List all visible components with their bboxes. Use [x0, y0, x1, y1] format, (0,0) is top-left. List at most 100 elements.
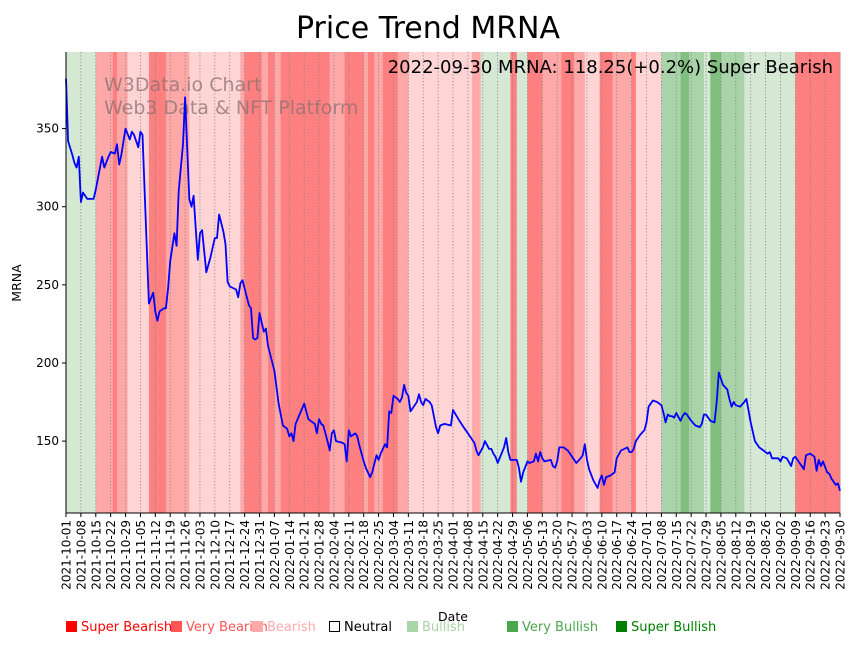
- x-tick-label: 2021-12-24: [238, 520, 252, 590]
- legend-label: Super Bearish: [81, 620, 173, 635]
- x-tick-label: 2022-02-18: [357, 520, 371, 590]
- x-tick-label: 2022-08-26: [759, 520, 773, 590]
- sentiment-band: [795, 52, 841, 513]
- legend-item-very-bearish: Very Bearish: [171, 620, 268, 635]
- x-tick-label: 2022-05-06: [521, 520, 535, 590]
- x-tick-label: 2022-01-07: [268, 520, 282, 590]
- y-tick-label: 150: [36, 434, 59, 448]
- sentiment-band: [344, 52, 365, 513]
- sentiment-band: [397, 52, 409, 513]
- sentiment-band: [516, 52, 528, 513]
- x-tick-label: 2022-07-08: [655, 520, 669, 590]
- x-tick-label: 2021-11-26: [179, 520, 193, 590]
- sentiment-band: [329, 52, 346, 513]
- sentiment-band: [117, 52, 129, 513]
- x-tick-label: 2022-06-24: [625, 520, 639, 590]
- chart-title: Price Trend MRNA: [296, 11, 561, 46]
- sentiment-band: [661, 52, 682, 513]
- chart-subtitle: 2022-09-30 MRNA: 118.25(+0.2%) Super Bea…: [388, 57, 833, 78]
- sentiment-band: [631, 52, 637, 513]
- legend-swatch: [329, 621, 340, 632]
- sentiment-band: [367, 52, 375, 513]
- x-tick-label: 2022-09-23: [819, 520, 833, 590]
- x-tick-label: 2022-04-29: [506, 520, 520, 590]
- x-tick-label: 2021-10-22: [104, 520, 118, 590]
- legend-swatch: [252, 621, 263, 632]
- sentiment-band: [127, 52, 150, 513]
- series-line-mrna: [65, 78, 841, 491]
- sentiment-band: [689, 52, 705, 513]
- x-tick-label: 2022-06-10: [595, 520, 609, 590]
- sentiment-band: [112, 52, 118, 513]
- legend-item-bearish: Bearish: [252, 620, 316, 635]
- x-tick-label: 2021-10-29: [119, 520, 133, 590]
- sentiment-band: [561, 52, 575, 513]
- sentiment-bands: [66, 52, 841, 513]
- sentiment-band: [612, 52, 633, 513]
- x-tick-label: 2022-07-01: [640, 520, 654, 590]
- y-tick-label: 350: [36, 122, 59, 136]
- x-tick-label: 2022-07-29: [700, 520, 714, 590]
- x-tick-label: 2021-11-12: [149, 520, 163, 590]
- y-tick-label: 300: [36, 200, 59, 214]
- x-tick-label: 2021-12-17: [223, 520, 237, 590]
- watermark-line-1: W3Data.io Chart: [104, 74, 261, 96]
- sentiment-band: [735, 52, 745, 513]
- x-tick-label: 2022-05-27: [566, 520, 580, 590]
- sentiment-band: [599, 52, 613, 513]
- x-tick-label: 2022-03-18: [417, 520, 431, 590]
- x-tick-label: 2022-02-11: [342, 520, 356, 590]
- sentiment-band: [280, 52, 331, 513]
- legend-swatch: [616, 621, 627, 632]
- x-tick-label: 2022-07-22: [685, 520, 699, 590]
- x-tick-label: 2022-03-04: [387, 520, 401, 590]
- legend-item-very-bullish: Very Bullish: [507, 620, 598, 635]
- legend-swatch: [66, 621, 77, 632]
- x-tick-label: 2022-09-30: [834, 520, 848, 590]
- sentiment-band: [244, 52, 263, 513]
- y-axis-ticks: 150 200 250 300 350: [36, 122, 66, 448]
- legend-item-neutral: Neutral: [329, 620, 392, 635]
- sentiment-band: [472, 52, 482, 513]
- x-tick-label: 2022-06-17: [610, 520, 624, 590]
- y-tick-label: 200: [36, 356, 59, 370]
- legend-item-super-bullish: Super Bullish: [616, 620, 716, 635]
- legend-label: Very Bearish: [186, 620, 268, 635]
- legend-label: Bearish: [267, 620, 316, 635]
- y-tick-label: 250: [36, 278, 59, 292]
- sentiment-band: [510, 52, 518, 513]
- x-tick-label: 2022-01-21: [298, 520, 312, 590]
- sentiment-band: [710, 52, 722, 513]
- x-tick-label: 2022-07-15: [670, 520, 684, 590]
- sentiment-band: [680, 52, 690, 513]
- watermark-line-2: Web3 Data & NFT Platform: [104, 97, 358, 119]
- sentiment-band: [268, 52, 275, 513]
- x-tick-label: 2022-02-25: [372, 520, 386, 590]
- sentiment-band: [635, 52, 662, 513]
- x-tick-label: 2022-03-11: [402, 520, 416, 590]
- x-tick-label: 2022-04-08: [461, 520, 475, 590]
- legend-swatch: [171, 621, 182, 632]
- x-tick-label: 2022-02-04: [327, 520, 341, 590]
- x-tick-label: 2021-10-01: [60, 520, 74, 590]
- x-tick-label: 2022-05-13: [536, 520, 550, 590]
- x-axis-ticks: 2021-10-01 2021-10-08 2021-10-15 2021-10-22…: [60, 513, 848, 590]
- x-tick-label: 2022-06-03: [580, 520, 594, 590]
- price-series: [65, 78, 841, 491]
- legend-item-super-bearish: Super Bearish: [66, 620, 172, 635]
- sentiment-band: [584, 52, 601, 513]
- x-tick-label: 2022-03-25: [432, 520, 446, 590]
- x-tick-label: 2022-01-14: [283, 520, 297, 590]
- sentiment-band: [703, 52, 711, 513]
- x-tick-label: 2021-12-10: [208, 520, 222, 590]
- legend-label: Bullish: [422, 620, 466, 635]
- legend-swatch: [507, 621, 518, 632]
- sentiment-band: [363, 52, 369, 513]
- sentiment-band: [148, 52, 167, 513]
- x-tick-label: 2022-08-05: [714, 520, 728, 590]
- x-tick-label: 2022-09-09: [789, 520, 803, 590]
- x-tick-label: 2021-10-15: [89, 520, 103, 590]
- x-tick-label: 2022-05-20: [551, 520, 565, 590]
- x-tick-label: 2022-04-01: [447, 520, 461, 590]
